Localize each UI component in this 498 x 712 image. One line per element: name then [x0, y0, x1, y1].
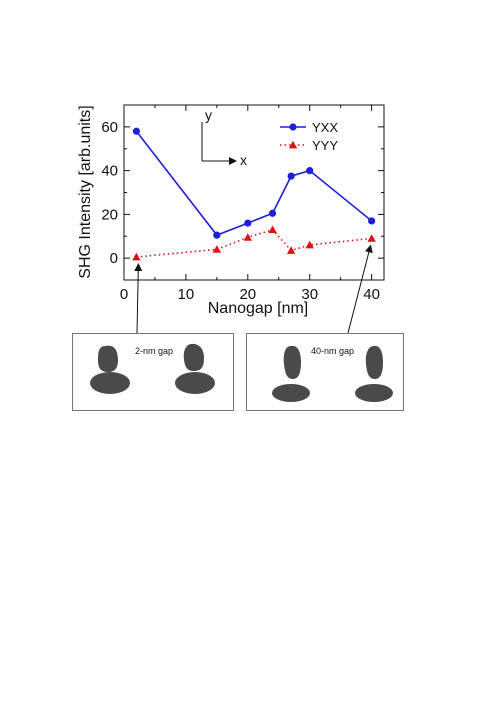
tick-marks	[123, 104, 384, 281]
data-point-yyy	[132, 252, 141, 261]
axis-orientation-indicator: y x	[201, 107, 247, 168]
legend-label-yyy: YYY	[312, 138, 338, 153]
x-tick-label: 0	[120, 286, 128, 303]
y-tick-label: 40	[101, 163, 118, 180]
data-point-yyy	[367, 234, 376, 242]
legend-label-yxx: YXX	[312, 120, 338, 135]
data-point-yyy	[286, 246, 296, 254]
series-layer	[132, 127, 376, 261]
y-axis-label: SHG Intensity [arb.units]	[77, 105, 94, 278]
x-tick-label: 30	[301, 286, 318, 303]
tick-labels: 0 10 20 30 40 0 20 40 60	[101, 119, 380, 303]
inset-2nm-label: 2-nm gap	[135, 346, 174, 356]
data-point-yyy	[243, 233, 253, 241]
axis-indicator-x-label: x	[240, 152, 247, 168]
data-point-yyy	[212, 245, 222, 253]
inset-40nm-label: 40-nm gap	[311, 346, 355, 356]
plot-frame	[123, 104, 385, 281]
data-point-yxx	[213, 231, 221, 239]
x-tick-label: 10	[178, 286, 195, 303]
x-axis-label: Nanogap [nm]	[208, 300, 309, 317]
data-point-yxx	[287, 172, 295, 180]
inset-40nm-gap: 40-nm gap	[246, 333, 404, 411]
y-tick-label: 0	[110, 250, 118, 267]
data-point-yxx	[368, 217, 376, 225]
nanostructure-image-40nm	[272, 345, 393, 402]
legend-marker-yxx	[289, 123, 297, 131]
inset-pointer-2nm	[134, 263, 143, 334]
x-tick-label: 40	[363, 286, 380, 303]
y-tick-label: 60	[101, 119, 118, 136]
y-tick-label: 20	[101, 206, 118, 223]
series-line-yyy	[136, 228, 372, 258]
inset-2nm-gap: 2-nm gap	[72, 333, 234, 411]
inset-pointer-40nm	[347, 244, 373, 334]
legend: YXX YYY	[280, 120, 338, 153]
data-point-yyy	[305, 240, 314, 249]
data-point-yyy	[268, 225, 277, 234]
data-point-yxx	[268, 209, 277, 217]
legend-marker-yyy	[288, 140, 298, 149]
x-tick-label: 20	[239, 286, 256, 303]
axis-indicator-y-label: y	[205, 107, 212, 123]
data-point-yxx	[244, 219, 252, 227]
data-point-yxx	[306, 167, 314, 175]
data-point-yxx	[132, 127, 140, 135]
nanostructure-image-2nm	[90, 343, 215, 394]
